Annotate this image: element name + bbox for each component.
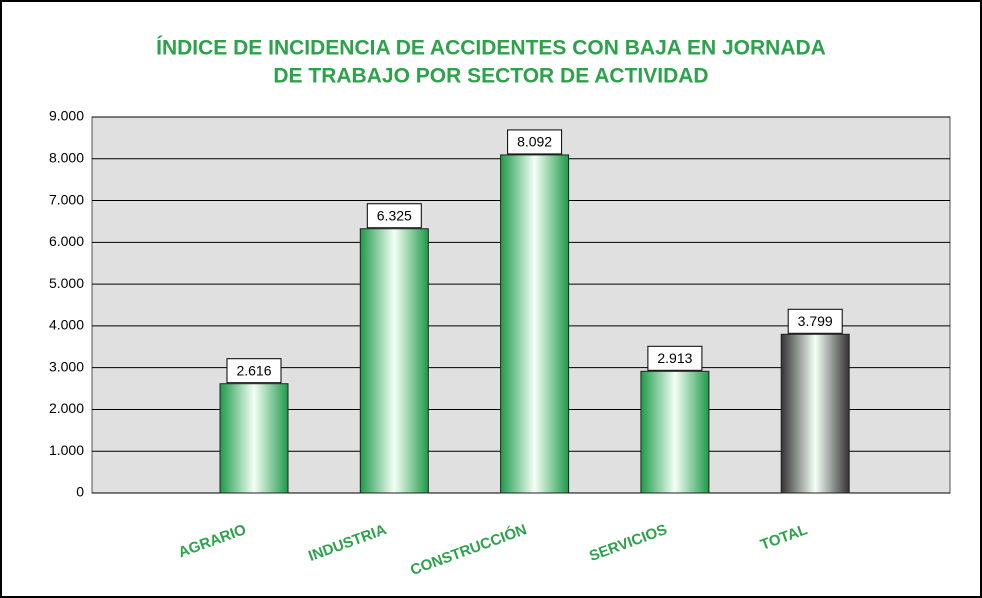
value-label: 3.799 [798, 313, 833, 329]
y-tick-label: 3.000 [49, 358, 84, 374]
y-tick-label: 5.000 [49, 275, 84, 291]
y-tick-label: 2.000 [49, 400, 84, 416]
y-tick-label: 9.000 [49, 108, 84, 124]
value-label-box [226, 358, 282, 384]
value-label-box [366, 203, 422, 229]
y-tick-label: 1.000 [49, 442, 84, 458]
value-label: 6.325 [377, 207, 412, 223]
y-tick-label: 0 [76, 484, 84, 500]
value-label: 2.913 [657, 350, 692, 366]
bar [219, 383, 289, 494]
bar [500, 154, 570, 494]
y-tick-label: 4.000 [49, 317, 84, 333]
y-tick-label: 7.000 [49, 191, 84, 207]
value-label: 2.616 [236, 362, 271, 378]
y-tick-label: 6.000 [49, 233, 84, 249]
value-label-box [507, 129, 563, 155]
value-label: 8.092 [517, 134, 552, 150]
bar [780, 333, 850, 494]
bar [359, 228, 429, 494]
chart-title: ÍNDICE DE INCIDENCIA DE ACCIDENTES CON B… [156, 37, 826, 60]
chart-title: DE TRABAJO POR SECTOR DE ACTIVIDAD [273, 65, 708, 88]
value-label-box [647, 345, 703, 371]
bar [640, 370, 710, 494]
y-tick-label: 8.000 [49, 149, 84, 165]
value-label-box [787, 308, 843, 334]
